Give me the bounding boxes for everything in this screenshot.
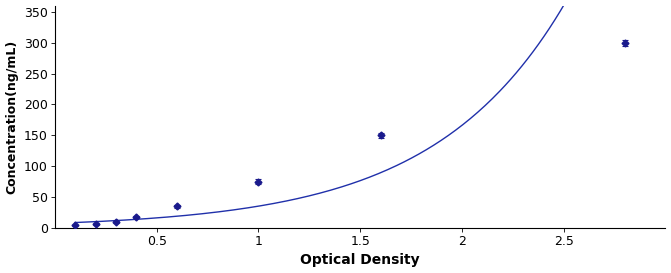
Y-axis label: Concentration(ng/mL): Concentration(ng/mL) (5, 40, 19, 194)
X-axis label: Optical Density: Optical Density (301, 253, 420, 268)
